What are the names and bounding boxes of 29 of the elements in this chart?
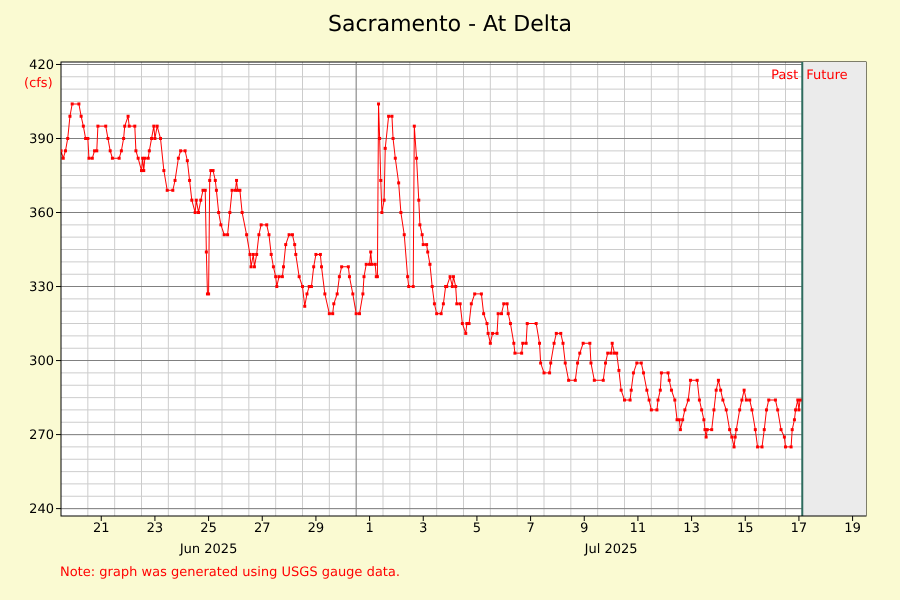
x-tick-label: 19 bbox=[844, 521, 861, 536]
x-tick-label: 23 bbox=[146, 521, 164, 536]
text: Jun 2025 bbox=[178, 542, 238, 557]
chart-title: Sacramento - At Delta bbox=[327, 12, 573, 37]
x-tick-label: 3 bbox=[419, 521, 428, 536]
y-tick-label: 270 bbox=[29, 428, 54, 444]
x-tick-label: 29 bbox=[308, 521, 324, 536]
x-tick-label: 21 bbox=[92, 521, 110, 536]
text: Jul 2025 bbox=[583, 542, 639, 557]
y-axis-title: (cfs) bbox=[24, 76, 53, 91]
x-tick-label: 25 bbox=[200, 521, 217, 536]
y-tick-label: 300 bbox=[29, 354, 54, 370]
text: Note: graph was generated using USGS gauge data. bbox=[60, 565, 400, 580]
x-tick-label: 11 bbox=[630, 521, 646, 536]
x-tick-label: 9 bbox=[580, 521, 588, 536]
y-tick-label: 330 bbox=[29, 280, 54, 296]
y-tick-label: 240 bbox=[29, 502, 54, 518]
x-tick-label: 5 bbox=[472, 521, 482, 536]
x-tick-label: 7 bbox=[526, 521, 535, 536]
x-tick-label: 1 bbox=[365, 521, 374, 536]
band-label: Future bbox=[806, 68, 848, 83]
y-tick-label: 420 bbox=[29, 58, 54, 74]
y-tick-label: 390 bbox=[29, 132, 54, 148]
x-tick-label: 13 bbox=[683, 521, 700, 536]
x-tick-label: 27 bbox=[254, 521, 271, 536]
x-tick-label: 15 bbox=[736, 521, 754, 536]
x-tick-label: 17 bbox=[790, 521, 808, 536]
y-tick-label: 360 bbox=[29, 206, 54, 222]
ref-line-label: Past bbox=[771, 68, 798, 83]
